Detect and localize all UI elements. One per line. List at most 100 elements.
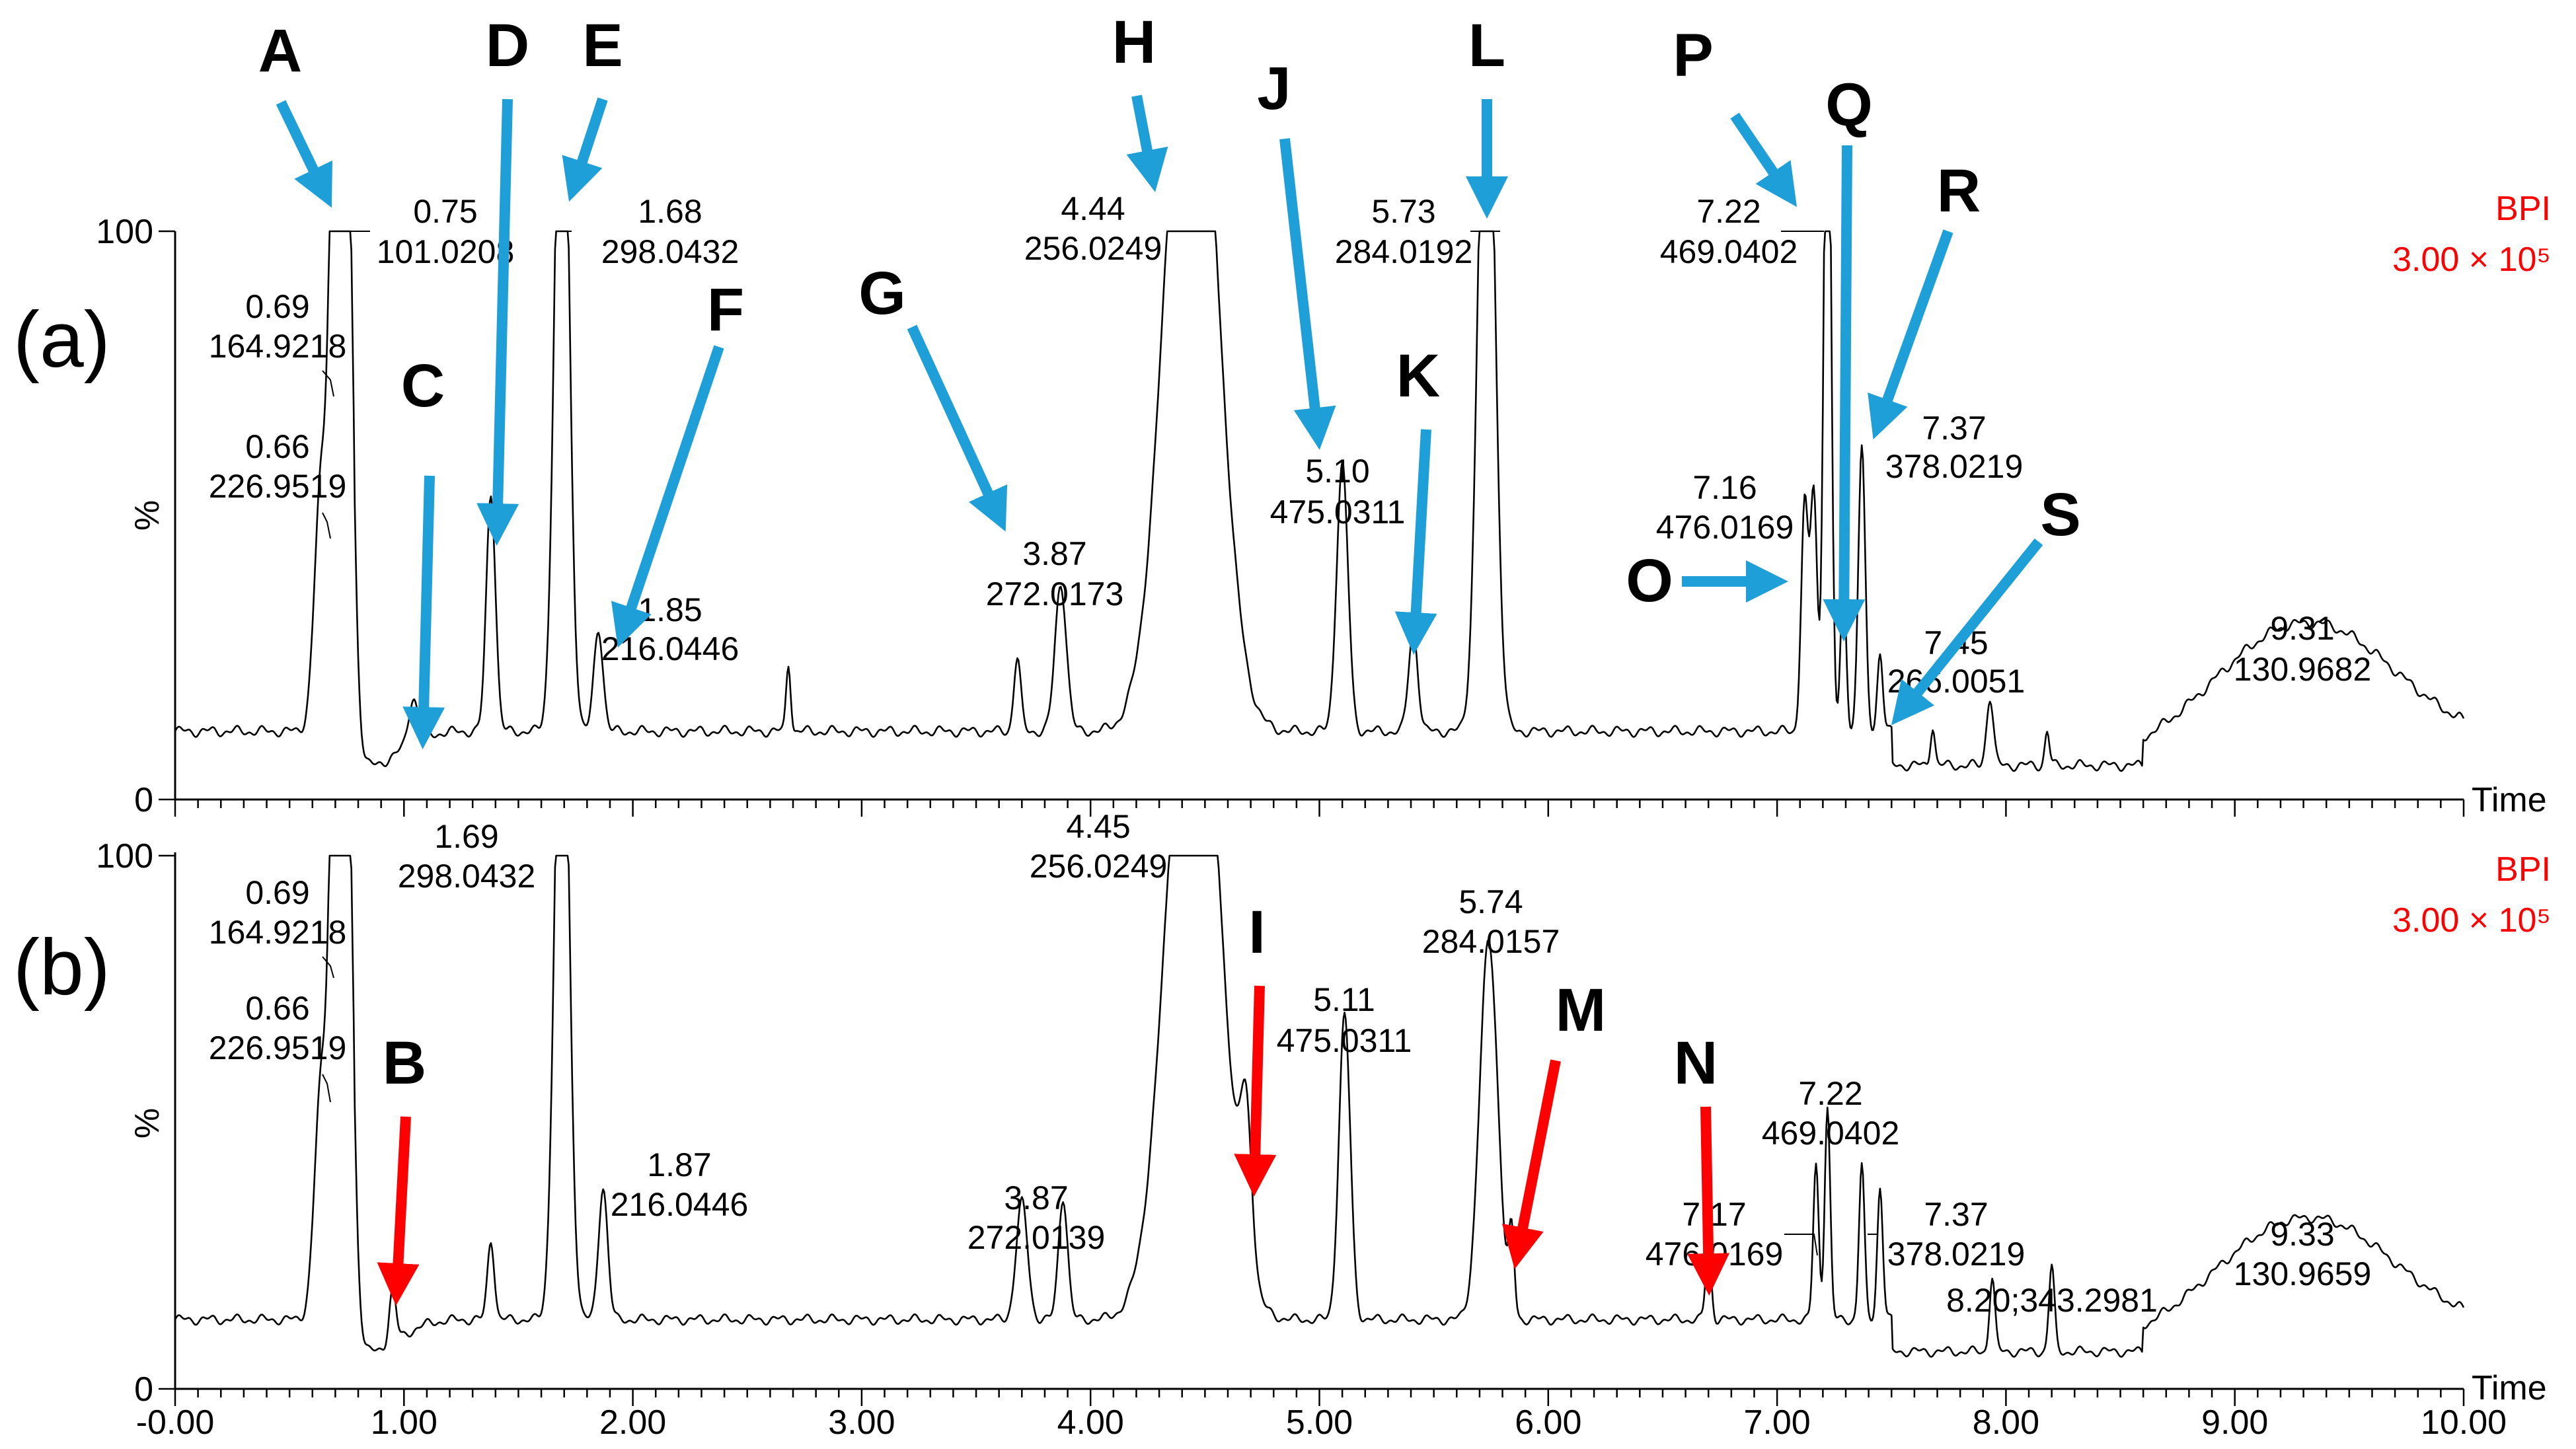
callout-line — [322, 956, 334, 979]
peak-label-mz: 226.9519 — [209, 468, 347, 505]
panel-a-y-axis-title: % — [128, 500, 167, 531]
peak-label-rt: 3.87 — [1022, 535, 1086, 572]
peak-label-mz: 476.0169 — [1656, 509, 1794, 546]
arrow-d — [476, 98, 519, 546]
panel-b-bpi-label: BPI — [2495, 850, 2551, 889]
callout-line — [322, 1074, 331, 1103]
peak-label-mz: 256.0249 — [1024, 230, 1162, 267]
panel-b-label: (b) — [13, 923, 110, 1012]
peak-label-mz: 298.0432 — [398, 858, 536, 895]
callout-line — [322, 512, 331, 539]
panel-b-y-axis-title: % — [128, 1108, 167, 1138]
peak-label-mz: 164.9218 — [209, 328, 347, 365]
panel-b-marker-letters: B I M N — [383, 899, 1718, 1097]
peak-label-mz: 475.0311 — [1277, 1022, 1412, 1059]
arrow-c — [402, 475, 445, 749]
x-tick-label: 8.00 — [1973, 1403, 2039, 1442]
peak-label-mz: 469.0402 — [1660, 233, 1798, 270]
peak-label-rt: 0.69 — [245, 288, 309, 325]
peak-label-mz: 378.0219 — [1885, 448, 2024, 485]
panel-b-ytick-label-0: 0 — [134, 1370, 153, 1409]
x-tick-labels: -0.00 1.00 2.00 3.00 4.00 5.00 6.00 7.00 8.00 9.0… — [136, 1403, 2507, 1442]
arrow-k — [1394, 429, 1437, 655]
peak-label-rt: 4.44 — [1061, 190, 1125, 227]
arrow-s — [1891, 538, 2043, 725]
arrow-m — [1501, 1059, 1561, 1269]
peak-label-rt: 1.85 — [638, 591, 702, 628]
marker-letter: F — [707, 276, 744, 344]
panel-b-minor-ticks — [174, 1389, 2465, 1406]
x-tick-label: 10.00 — [2421, 1403, 2507, 1442]
panel-a-marker-letters: A C D E F G H J K L O P Q R S — [258, 9, 2081, 614]
marker-letter: G — [858, 260, 906, 327]
peak-label-mz: 256.0249 — [1030, 848, 1168, 885]
marker-letter: O — [1626, 547, 1673, 614]
panel-a: (a) BPI 3.00 × 10⁵ 100 0 % Time 0.69 164… — [13, 9, 2551, 819]
arrow-g — [907, 324, 1008, 532]
callout-line — [322, 370, 334, 397]
marker-letter: C — [401, 352, 445, 420]
peak-label-rt: 1.87 — [647, 1146, 711, 1183]
peak-label-rt: 7.16 — [1692, 469, 1757, 506]
peak-label-mz: 475.0311 — [1270, 494, 1406, 531]
marker-letter: H — [1112, 9, 1156, 76]
x-tick-label: -0.00 — [136, 1403, 215, 1442]
peak-label-rt: 1.68 — [638, 193, 702, 230]
peak-label-rt: 0.66 — [245, 428, 309, 465]
peak-label-mz: 378.0219 — [1887, 1236, 2026, 1273]
arrow-f — [611, 345, 724, 648]
marker-letter: J — [1257, 55, 1291, 122]
arrow-e — [562, 97, 608, 202]
x-tick-label: 2.00 — [599, 1403, 666, 1442]
peak-label-rt: 7.37 — [1922, 410, 1986, 447]
peak-label-mz: 476.0169 — [1646, 1236, 1784, 1273]
panel-a-label: (a) — [13, 295, 110, 384]
x-tick-label: 3.00 — [828, 1403, 895, 1442]
peak-label-mz: 226.9519 — [209, 1029, 347, 1066]
panel-a-ytick-label-100: 100 — [96, 213, 153, 251]
peak-label-rt: 7.22 — [1696, 193, 1761, 230]
peak-label-rt: 0.66 — [245, 990, 309, 1027]
x-tick-label: 4.00 — [1057, 1403, 1124, 1442]
peak-label-mz: 164.9218 — [209, 914, 347, 951]
peak-label-rt: 7.37 — [1924, 1196, 1988, 1233]
panel-a-callouts — [322, 231, 1824, 539]
peak-label-rt: 0.69 — [245, 874, 309, 911]
peak-label-rt: 5.10 — [1305, 453, 1369, 490]
x-tick-label: 1.00 — [371, 1403, 437, 1442]
x-tick-label: 7.00 — [1743, 1403, 1810, 1442]
marker-letter: E — [582, 12, 623, 79]
x-tick-label: 9.00 — [2201, 1403, 2268, 1442]
peak-label-rt: 0.75 — [413, 193, 477, 230]
panel-a-minor-ticks — [174, 799, 2465, 817]
peak-label-mz: 130.9659 — [2234, 1255, 2372, 1292]
peak-label-mz: 216.0446 — [611, 1186, 749, 1223]
peak-label-mz: 469.0402 — [1762, 1115, 1900, 1152]
peak-label-mz: 284.0192 — [1335, 233, 1473, 270]
panel-a-arrows — [276, 94, 2043, 749]
arrow-b — [377, 1116, 420, 1306]
peak-label-mz: 266.0051 — [1887, 663, 2026, 700]
marker-letter: M — [1556, 977, 1607, 1044]
peak-label-rt: 5.11 — [1313, 981, 1375, 1018]
peak-label-mz: 272.0173 — [986, 576, 1124, 613]
peak-label-mz: 298.0432 — [601, 233, 739, 270]
panel-a-peak-labels: 0.69 164.9218 0.66 226.9519 0.75 101.020… — [209, 190, 2372, 700]
panel-b-bpi-trace — [174, 854, 2465, 1358]
arrow-i — [1234, 985, 1277, 1197]
panel-a-x-axis-title: Time — [2472, 781, 2547, 819]
peak-label-rt: 7.17 — [1682, 1196, 1746, 1233]
panel-a-bpi-scale: 3.00 × 10⁵ — [2392, 241, 2551, 279]
peak-label-rt: 5.73 — [1371, 193, 1435, 230]
panel-b-ytick-label-100: 100 — [96, 837, 153, 875]
peak-label-mz: 284.0157 — [1422, 923, 1560, 960]
peak-label-rt: 9.33 — [2270, 1216, 2334, 1253]
panel-a-bpi-trace — [174, 230, 2465, 772]
marker-letter: B — [383, 1029, 426, 1097]
arrow-j — [1279, 138, 1336, 450]
panel-b-callouts — [322, 956, 1877, 1256]
peak-label-rt: 8.20 — [1946, 1282, 2010, 1319]
arrow-h — [1126, 94, 1168, 192]
marker-letter: S — [2040, 481, 2080, 548]
callout-line — [1784, 1234, 1818, 1256]
